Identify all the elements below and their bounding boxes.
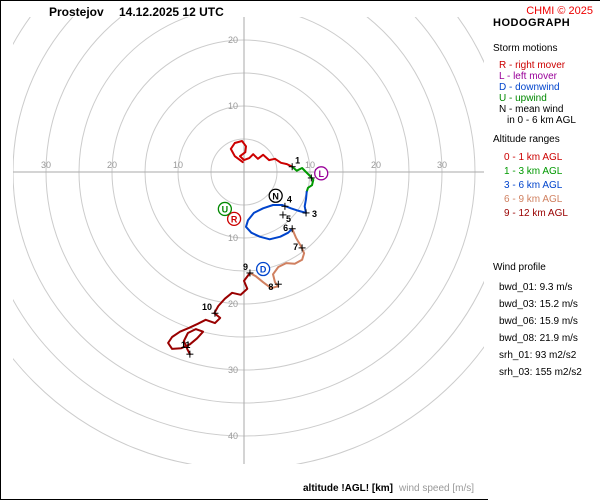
hodograph-title: HODOGRAPH (493, 17, 571, 29)
km-label-1: 1 (295, 156, 300, 166)
altitude-range-1-3: 1 - 3 km AGL (504, 166, 563, 177)
wind-profile-stat-bwd01: bwd_01: 9.3 m/s (499, 282, 573, 293)
storm-motion-letter-L: L (318, 169, 324, 179)
storm-motions-section: Storm motions R - right mover L - left m… (493, 43, 576, 126)
altitude-range-3-6: 3 - 6 km AGL (504, 180, 563, 191)
axis-tick-label: 30 (437, 160, 447, 170)
axis-tick-label: 20 (371, 160, 381, 170)
mean-wind-subtext: in 0 - 6 km AGL (507, 115, 576, 126)
wind-speed-axis-label: wind speed [m/s] (399, 483, 475, 494)
station-name: Prostejov (49, 5, 104, 19)
km-label-4: 4 (287, 194, 292, 204)
wind-profile-stat-bwd03: bwd_03: 15.2 m/s (499, 299, 578, 310)
copyright-label: CHMI © 2025 (526, 5, 593, 17)
storm-motion-letter-N: N (272, 191, 279, 201)
axis-tick-label: 20 (228, 299, 238, 309)
storm-motion-marker-L (314, 166, 329, 181)
storm-motion-legend-downwind: D - downwind (499, 82, 560, 93)
storm-motion-legend-right-mover: R - right mover (499, 60, 566, 71)
axis-tick-label: 10 (173, 160, 183, 170)
storm-motion-legend-left-mover: L - left mover (499, 71, 557, 82)
trace-1-3-km-agl (291, 165, 315, 193)
km-label-5: 5 (286, 214, 291, 224)
axis-tick-label: 30 (41, 160, 51, 170)
wind-profile-stat-srh03: srh_03: 155 m2/s2 (499, 367, 582, 378)
wind-profile-stat-bwd08: bwd_08: 21.9 m/s (499, 333, 578, 344)
altitude-ranges-section: Altitude ranges 0 - 1 km AGL 1 - 3 km AG… (493, 134, 568, 221)
storm-motion-legend-upwind: U - upwind (499, 93, 547, 104)
km-label-3: 3 (312, 209, 317, 219)
altitude-range-6-9: 6 - 9 km AGL (504, 194, 563, 205)
storm-motion-letter-U: U (222, 204, 229, 214)
km-label-7: 7 (293, 242, 298, 252)
axis-tick-label: 30 (228, 365, 238, 375)
trace-9-12-km-agl (167, 272, 251, 356)
trace-0-1-km-agl (229, 140, 294, 168)
storm-motion-letter-D: D (260, 265, 267, 275)
km-label-8: 8 (268, 282, 273, 292)
axis-tick-label: 10 (228, 233, 238, 243)
storm-motion-marker-N (268, 188, 283, 203)
storm-motions-heading: Storm motions (493, 43, 558, 54)
altitude-range-9-12: 9 - 12 km AGL (504, 208, 568, 219)
speed-ring-45 (13, 345, 484, 464)
axis-tick-label: 20 (107, 160, 117, 170)
altitude-ranges-heading: Altitude ranges (493, 134, 560, 145)
storm-motion-marker-U (217, 201, 233, 217)
wind-profile-stat-srh01: srh_01: 93 m2/s2 (499, 350, 577, 361)
wind-profile-heading: Wind profile (493, 262, 546, 273)
storm-motion-marker-D (255, 261, 271, 277)
storm-motion-marker-R (226, 211, 242, 227)
datetime-label: 14.12.2025 12 UTC (119, 5, 224, 19)
altitude-range-0-1: 0 - 1 km AGL (504, 152, 563, 163)
axis-tick-label: 10 (228, 101, 238, 111)
altitude-axis-label: altitude !AGL! [km] (303, 483, 393, 494)
storm-motion-legend-mean-wind: N - mean wind (499, 104, 564, 115)
axis-tick-label: 40 (228, 431, 238, 441)
km-label-11: 11 (181, 340, 191, 350)
km-label-10: 10 (202, 302, 212, 312)
km-label-9: 9 (243, 262, 248, 272)
wind-profile-stat-bwd06: bwd_06: 15.9 m/s (499, 316, 578, 327)
wind-profile-section: Wind profile bwd_01: 9.3 m/s bwd_03: 15.… (493, 262, 582, 381)
axis-tick-label: 20 (228, 35, 238, 45)
axis-tick-label: 10 (305, 160, 315, 170)
storm-motion-letter-R: R (231, 214, 238, 224)
legend-panel: HODOGRAPH Storm motions R - right mover … (488, 1, 600, 501)
km-label-6: 6 (283, 223, 288, 233)
